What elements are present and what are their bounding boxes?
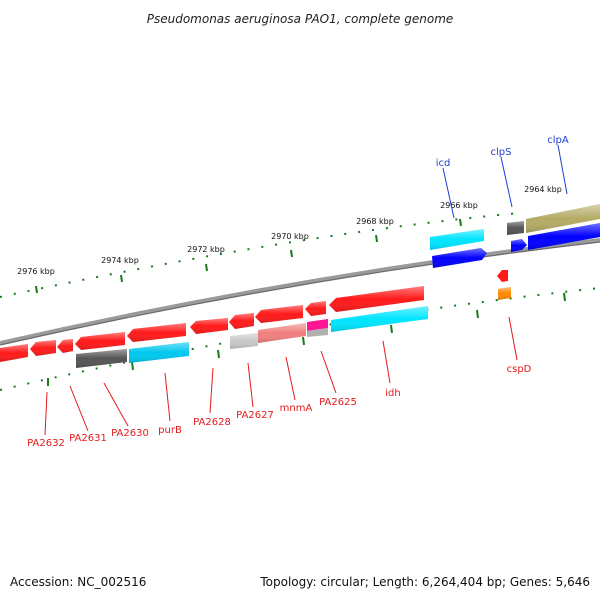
- label-purb: purB: [158, 425, 182, 436]
- feature-gray-pa2625[interactable]: [307, 328, 328, 337]
- label-mnma: mnmA: [280, 403, 313, 414]
- genome-backbone-shadow: [0, 241, 600, 346]
- label-cspd: cspD: [507, 364, 532, 375]
- label-idh: idh: [385, 388, 400, 399]
- label-pa2628: PA2628: [193, 417, 231, 428]
- red-gene-row: [0, 286, 424, 362]
- feature-magenta-pa2625[interactable]: [307, 319, 328, 331]
- cspd-features: [497, 270, 511, 300]
- tick-label-2974: 2974 kbp: [101, 256, 139, 265]
- label-pa2631: PA2631: [69, 433, 107, 444]
- label-pa2627: PA2627: [236, 410, 274, 421]
- tick-label-2964: 2964 kbp: [524, 185, 562, 194]
- tick-label-2970: 2970 kbp: [271, 232, 309, 241]
- leader-lines-bottom: [44, 316, 518, 436]
- label-pa2632: PA2632: [27, 438, 65, 449]
- tick-label-2976: 2976 kbp: [17, 267, 55, 276]
- tick-label-2972: 2972 kbp: [187, 245, 225, 254]
- tick-label-2966: 2966 kbp: [440, 201, 478, 210]
- label-clps: clpS: [491, 147, 512, 158]
- lower-major-ticks: [47, 292, 566, 386]
- label-pa2625: PA2625: [319, 397, 357, 408]
- label-icd: icd: [436, 158, 451, 169]
- feature-red-small[interactable]: [497, 270, 508, 282]
- topology-text: Topology: circular; Length: 6,264,404 bp…: [259, 575, 590, 589]
- label-pa2630: PA2630: [111, 428, 149, 439]
- upper-major-ticks: [35, 218, 462, 294]
- leader-lines-top: [442, 144, 568, 219]
- label-clpa: clpA: [547, 135, 569, 146]
- upper-features: [430, 204, 600, 268]
- accession-text: Accession: NC_002516: [10, 575, 146, 589]
- tick-label-2968: 2968 kbp: [356, 217, 394, 226]
- map-title: Pseudomonas aeruginosa PAO1, complete ge…: [147, 12, 454, 26]
- secondary-row: [76, 306, 428, 368]
